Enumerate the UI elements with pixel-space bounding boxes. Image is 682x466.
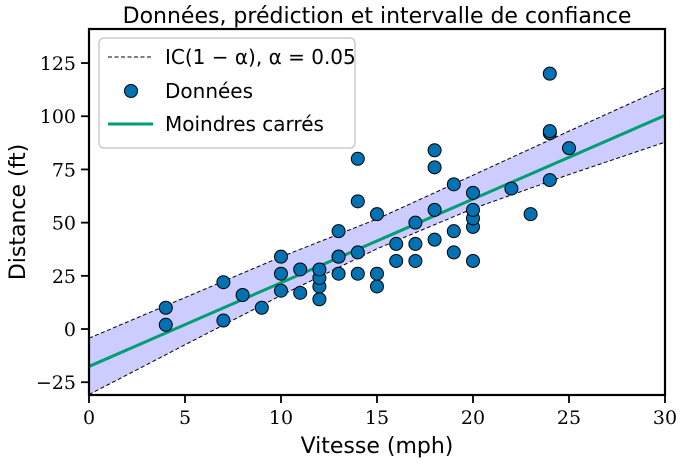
data-point — [350, 266, 365, 281]
x-axis-ticks: 0 5 10 15 20 25 30 — [83, 395, 677, 429]
x-tick-label: 5 — [179, 407, 191, 429]
data-point — [331, 266, 346, 281]
y-tick-label: 25 — [52, 266, 76, 288]
legend-data-marker — [124, 84, 138, 98]
data-point — [389, 236, 404, 251]
y-tick-label: −25 — [36, 372, 76, 394]
x-axis-label: Vitesse (mph) — [301, 434, 454, 459]
legend-box — [98, 37, 356, 149]
y-tick-label: 0 — [64, 319, 76, 341]
data-point — [504, 181, 519, 196]
data-point — [370, 279, 384, 294]
data-point — [408, 236, 423, 251]
data-point — [466, 202, 480, 217]
data-point — [427, 160, 442, 175]
data-point — [350, 194, 365, 209]
data-point — [446, 177, 461, 192]
data-point — [427, 202, 442, 217]
data-point — [446, 245, 461, 260]
data-point — [235, 287, 250, 302]
data-point — [446, 224, 461, 239]
data-point — [542, 66, 557, 81]
data-point — [312, 262, 327, 277]
data-point — [274, 266, 288, 281]
data-point — [254, 300, 269, 315]
x-tick-label: 10 — [269, 407, 293, 429]
x-tick-label: 15 — [365, 407, 389, 429]
legend: IC(1 − α), α = 0.05 Données Moindres car… — [98, 37, 356, 149]
legend-ci-label: IC(1 − α), α = 0.05 — [165, 45, 356, 69]
legend-ls-label: Moindres carrés — [165, 112, 324, 136]
data-point — [216, 313, 231, 328]
data-point — [523, 207, 538, 222]
data-point — [274, 249, 288, 264]
least-squares-line — [89, 114, 665, 368]
data-point — [274, 283, 288, 298]
data-point — [312, 292, 327, 307]
y-axis-label: Distance (ft) — [6, 144, 31, 280]
confidence-upper-bound — [89, 87, 665, 339]
data-point — [370, 266, 384, 281]
data-point — [350, 151, 365, 166]
data-point — [370, 207, 384, 222]
confidence-lower-bound — [89, 141, 665, 395]
data-point — [158, 317, 173, 332]
y-tick-label: 125 — [40, 53, 76, 75]
data-point — [562, 141, 576, 156]
x-tick-label: 30 — [653, 407, 677, 429]
y-axis-ticks: −25 0 25 50 75 100 125 — [36, 53, 89, 394]
data-point — [389, 253, 404, 268]
data-point — [408, 253, 423, 268]
y-tick-label: 75 — [52, 159, 76, 181]
x-tick-label: 25 — [557, 407, 581, 429]
data-point — [331, 249, 346, 264]
y-tick-label: 100 — [40, 106, 76, 128]
data-point — [158, 300, 173, 315]
x-tick-label: 20 — [461, 407, 485, 429]
data-point — [427, 232, 442, 247]
y-tick-label: 50 — [52, 213, 76, 235]
data-point — [331, 224, 346, 239]
data-point — [293, 262, 308, 277]
data-point — [542, 173, 557, 188]
data-point — [466, 253, 480, 268]
data-point — [542, 124, 557, 139]
x-tick-label: 0 — [83, 407, 95, 429]
data-point — [350, 245, 365, 260]
legend-data-label: Données — [165, 79, 253, 103]
data-point — [427, 143, 442, 158]
plot-area — [89, 66, 665, 395]
data-points — [158, 66, 576, 332]
data-point — [293, 285, 308, 300]
chart-title: Données, prédiction et intervalle de con… — [123, 4, 632, 29]
data-point — [216, 275, 231, 290]
data-point — [466, 185, 480, 200]
data-point — [408, 215, 423, 230]
